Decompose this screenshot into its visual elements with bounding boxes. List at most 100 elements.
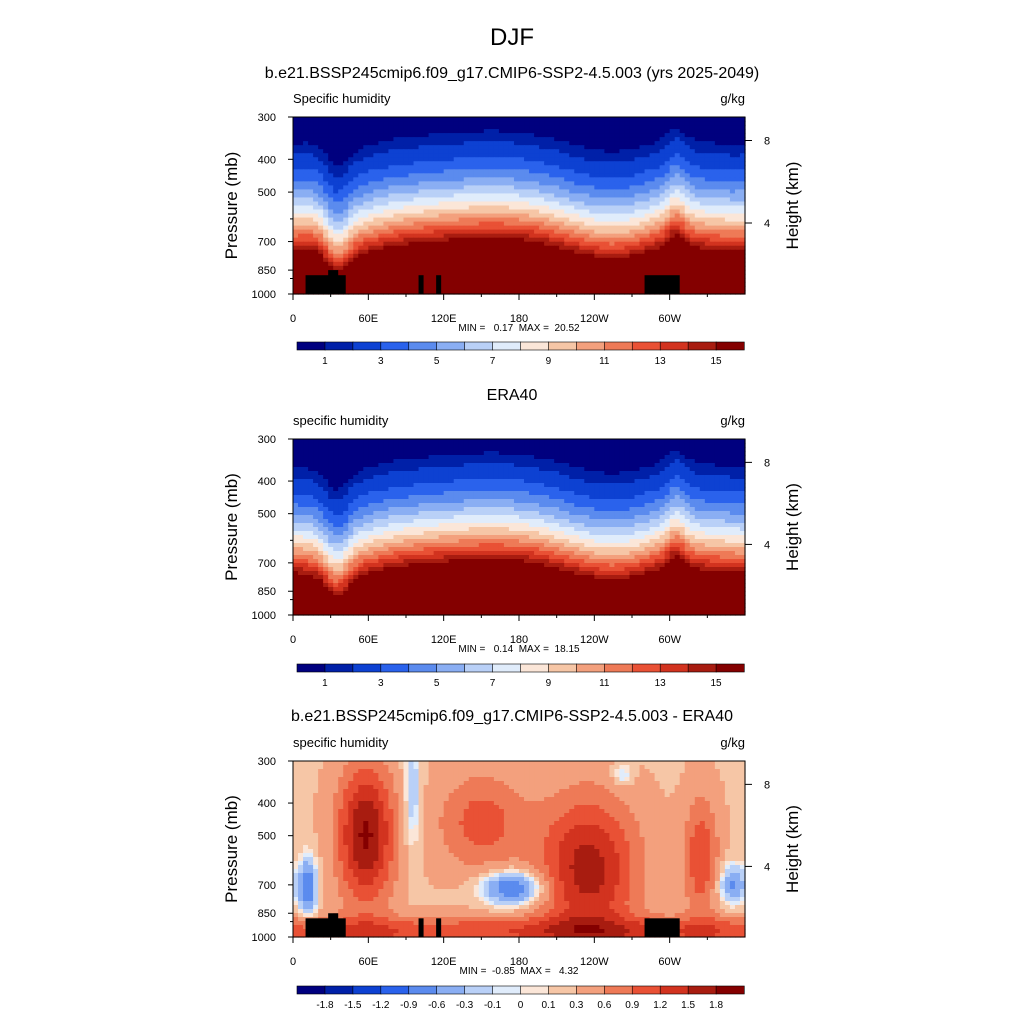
contour-cell xyxy=(544,451,550,456)
contour-cell xyxy=(519,205,525,211)
contour-cell xyxy=(353,161,359,166)
contour-cell xyxy=(388,229,395,235)
contour-cell xyxy=(358,221,364,227)
contour-cell xyxy=(403,277,410,283)
colorbar-swatch xyxy=(604,341,633,351)
contour-cell xyxy=(393,173,400,178)
contour-cell xyxy=(534,277,540,283)
contour-cell xyxy=(569,455,575,460)
contour-cell xyxy=(388,181,395,186)
contour-cell xyxy=(293,265,299,271)
contour-cell xyxy=(483,447,490,452)
contour-cell xyxy=(378,137,384,142)
contour-cell xyxy=(408,467,415,472)
contour-cell xyxy=(383,173,390,178)
contour-cell xyxy=(724,185,731,191)
contour-cell xyxy=(684,165,691,170)
contour-cell xyxy=(473,269,480,275)
contour-cell xyxy=(313,173,319,178)
contour-cell xyxy=(534,217,540,223)
contour-cell xyxy=(729,281,736,287)
contour-cell xyxy=(634,261,641,267)
contour-cell xyxy=(348,221,354,227)
contour-cell xyxy=(649,455,656,460)
contour-cell xyxy=(719,189,726,195)
contour-cell xyxy=(298,117,304,122)
contour-cell xyxy=(694,253,701,259)
contour-cell xyxy=(373,141,379,146)
contour-cell xyxy=(463,273,470,279)
contour-cell xyxy=(704,193,711,199)
contour-cell xyxy=(483,165,490,170)
contour-cell xyxy=(443,193,450,199)
contour-cell xyxy=(549,261,555,267)
contour-cell xyxy=(564,205,570,211)
contour-cell xyxy=(458,137,465,142)
contour-cell xyxy=(373,467,379,472)
contour-cell xyxy=(689,153,696,158)
contour-cell xyxy=(388,145,395,150)
contour-cell xyxy=(674,463,681,468)
contour-cell xyxy=(569,185,575,191)
contour-cell xyxy=(458,185,465,191)
contour-cell xyxy=(679,213,686,219)
contour-cell xyxy=(328,209,334,215)
contour-cell xyxy=(468,117,475,122)
contour-cell xyxy=(443,169,450,174)
contour-cell xyxy=(383,241,390,247)
contour-cell xyxy=(609,141,616,146)
contour-cell xyxy=(574,153,580,158)
contour-cell xyxy=(318,471,324,476)
contour-cell xyxy=(579,145,585,150)
contour-cell xyxy=(734,117,741,122)
contour-cell xyxy=(463,245,470,251)
contour-cell xyxy=(609,161,616,166)
contour-cell xyxy=(719,281,726,287)
contour-cell xyxy=(363,189,369,195)
contour-cell xyxy=(333,157,339,162)
contour-cell xyxy=(298,233,304,239)
contour-cell xyxy=(453,193,460,199)
contour-cell xyxy=(604,285,610,291)
contour-cell xyxy=(443,221,450,227)
contour-cell xyxy=(448,479,455,484)
contour-cell xyxy=(368,471,374,476)
contour-cell xyxy=(368,479,374,484)
contour-cell xyxy=(483,117,490,122)
contour-cell xyxy=(383,237,390,243)
contour-cell xyxy=(684,201,691,207)
contour-cell xyxy=(418,237,425,243)
contour-cell xyxy=(328,479,334,484)
contour-cell xyxy=(363,257,369,263)
contour-cell xyxy=(634,447,641,452)
contour-cell xyxy=(734,451,741,456)
contour-cell xyxy=(378,145,384,150)
contour-cell xyxy=(629,201,636,207)
contour-cell xyxy=(644,157,651,162)
contour-cell xyxy=(654,201,661,207)
contour-cell xyxy=(679,169,686,174)
contour-cell xyxy=(438,133,445,138)
contour-cell xyxy=(308,471,314,476)
contour-cell xyxy=(689,265,696,271)
contour-cell xyxy=(458,463,465,468)
contour-cell xyxy=(448,161,455,166)
contour-cell xyxy=(503,129,510,134)
contour-cell xyxy=(343,455,349,460)
contour-cell xyxy=(348,281,354,287)
contour-cell xyxy=(674,213,681,219)
contour-cell xyxy=(734,197,741,203)
contour-cell xyxy=(684,289,691,295)
contour-cell xyxy=(488,257,495,263)
contour-cell xyxy=(734,245,741,251)
contour-cell xyxy=(418,249,425,255)
contour-cell xyxy=(594,237,600,243)
contour-cell xyxy=(378,467,384,472)
contour-cell xyxy=(473,289,480,295)
contour-cell xyxy=(644,225,651,231)
contour-cell xyxy=(358,273,364,279)
contour-cell xyxy=(694,443,701,448)
contour-cell xyxy=(709,141,716,146)
contour-cell xyxy=(659,181,666,186)
contour-cell xyxy=(589,121,595,126)
